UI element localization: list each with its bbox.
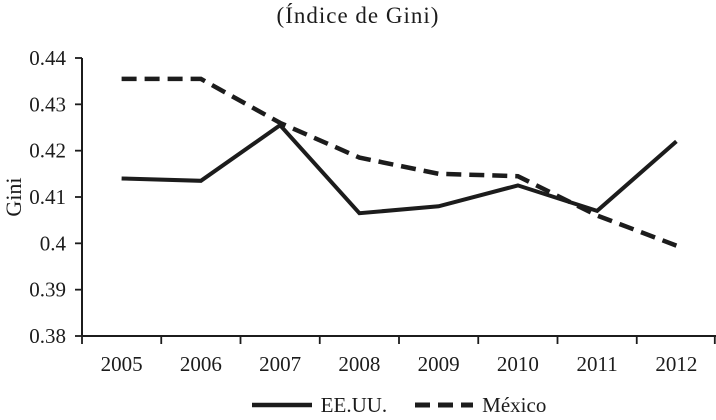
y-tick-label: 0.43 <box>29 92 66 116</box>
y-tick-label: 0.41 <box>29 185 66 209</box>
x-tick-label: 2007 <box>259 352 301 376</box>
y-tick-label: 0.42 <box>29 139 66 163</box>
x-tick-label: 2012 <box>655 352 697 376</box>
y-tick-label: 0.39 <box>29 278 66 302</box>
chart-title: (Índice de Gini) <box>276 3 440 28</box>
y-tick-label: 0.38 <box>29 324 66 348</box>
x-tick-label: 2009 <box>418 352 460 376</box>
y-tick-label: 0.44 <box>29 46 66 70</box>
solid-line-sample-icon <box>251 402 312 408</box>
x-tick-label: 2008 <box>338 352 380 376</box>
legend-item-eeuu: EE.UU. <box>251 392 388 418</box>
series-line-eeuu <box>121 122 678 216</box>
legend: EE.UU. México <box>82 391 716 419</box>
x-tick-label: 2006 <box>180 352 222 376</box>
x-tick-label: 2005 <box>101 352 143 376</box>
series-line-mxico <box>121 76 678 248</box>
legend-label-mexico: México <box>482 392 547 417</box>
x-tick-label: 2011 <box>577 352 618 376</box>
legend-item-mexico: México <box>415 393 546 418</box>
x-tick-label: 2010 <box>497 352 539 376</box>
dashed-line-sample-icon <box>415 402 474 408</box>
y-tick-label: 0.4 <box>40 231 67 255</box>
legend-label-eeuu: EE.UU. <box>320 392 388 417</box>
